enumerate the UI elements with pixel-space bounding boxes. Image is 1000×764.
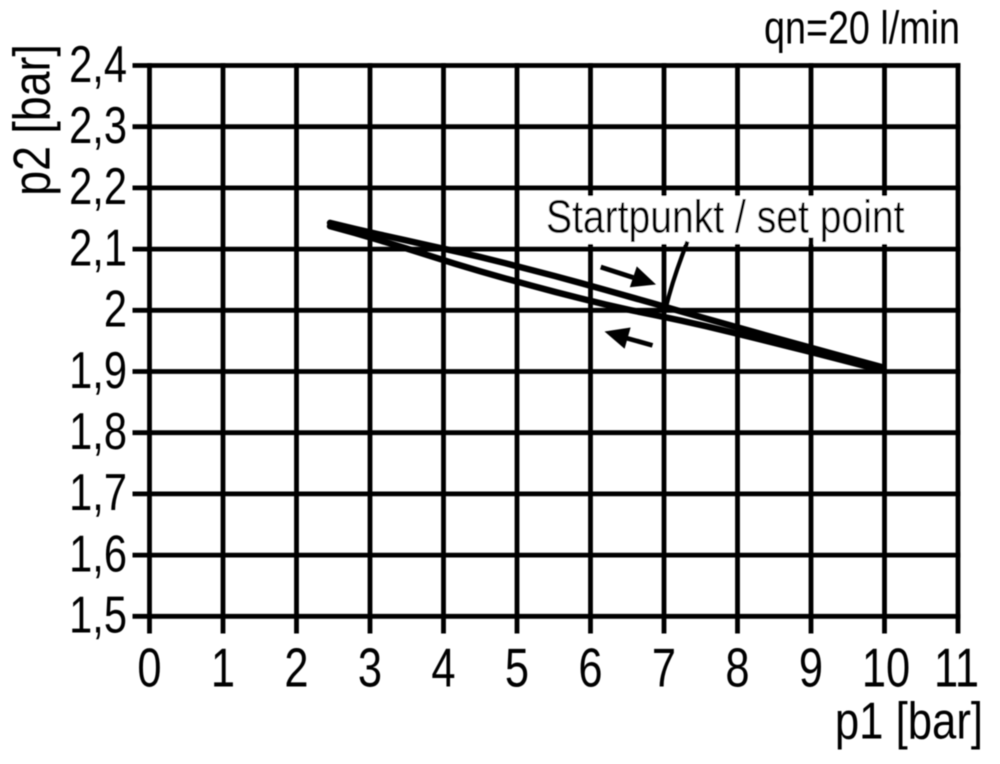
svg-text:4: 4 [431, 637, 455, 699]
svg-text:p1 [bar]: p1 [bar] [835, 693, 983, 750]
svg-text:8: 8 [725, 637, 749, 699]
svg-text:1,8: 1,8 [69, 402, 127, 461]
svg-text:2,3: 2,3 [69, 96, 127, 155]
svg-text:6: 6 [578, 637, 602, 699]
svg-text:p2 [bar]: p2 [bar] [3, 44, 61, 196]
svg-text:1: 1 [211, 637, 235, 699]
svg-text:2,4: 2,4 [69, 34, 127, 93]
svg-text:1,6: 1,6 [69, 524, 127, 583]
svg-text:9: 9 [799, 637, 823, 699]
svg-text:0: 0 [137, 637, 161, 699]
svg-text:qn=20 l/min: qn=20 l/min [764, 2, 960, 53]
svg-text:3: 3 [358, 637, 382, 699]
svg-text:2: 2 [104, 279, 127, 338]
svg-text:1,5: 1,5 [69, 585, 127, 644]
svg-text:11: 11 [934, 637, 979, 699]
svg-text:1,9: 1,9 [69, 340, 127, 399]
svg-text:1,7: 1,7 [69, 463, 127, 522]
svg-text:2: 2 [284, 637, 308, 699]
svg-text:2,2: 2,2 [69, 157, 127, 216]
svg-text:10: 10 [862, 637, 910, 699]
svg-text:Startpunkt / set point: Startpunkt / set point [546, 192, 905, 244]
svg-text:7: 7 [652, 637, 676, 699]
svg-text:2,1: 2,1 [69, 218, 127, 277]
svg-text:5: 5 [505, 637, 529, 699]
